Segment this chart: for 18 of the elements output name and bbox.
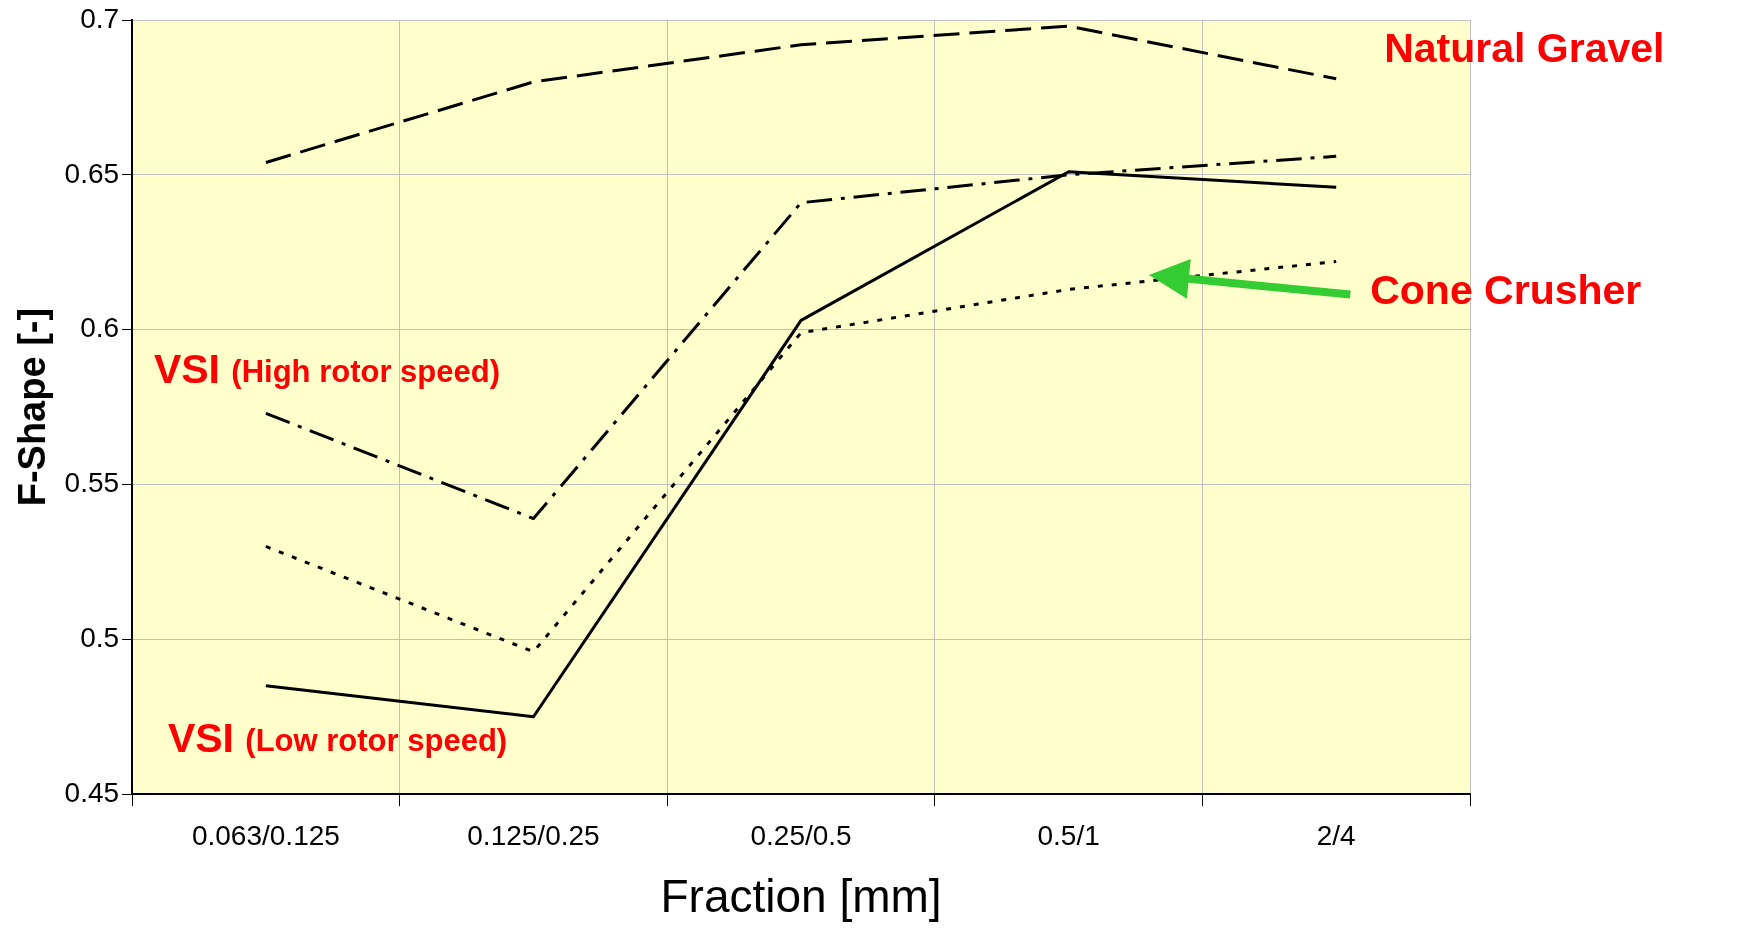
y-tick-label: 0.6 [80,312,120,344]
y-tick-label: 0.7 [80,2,120,34]
x-tick-label: 0.125/0.25 [467,819,600,851]
x-tick-label: 0.5/1 [1037,819,1100,851]
series-label: VSI (High rotor speed) [153,345,501,392]
y-tick-label: 0.55 [64,467,120,499]
y-tick-label: 0.5 [80,622,120,654]
x-tick-label: 2/4 [1316,819,1356,851]
line-series [264,24,1338,164]
x-axis-title: Fraction [mm] [660,870,942,923]
series-label: VSI (Low rotor speed) [167,715,508,762]
y-axis-title: F-Shape [-] [11,307,54,507]
y-tick-label: 0.65 [64,157,120,189]
y-tick-label: 0.45 [64,776,120,808]
series-label: Cone Crusher [1370,266,1642,313]
x-tick-label: 0.063/0.125 [191,819,340,851]
x-tick-label: 0.25/0.5 [750,819,852,851]
series-label: Natural Gravel [1384,25,1665,72]
